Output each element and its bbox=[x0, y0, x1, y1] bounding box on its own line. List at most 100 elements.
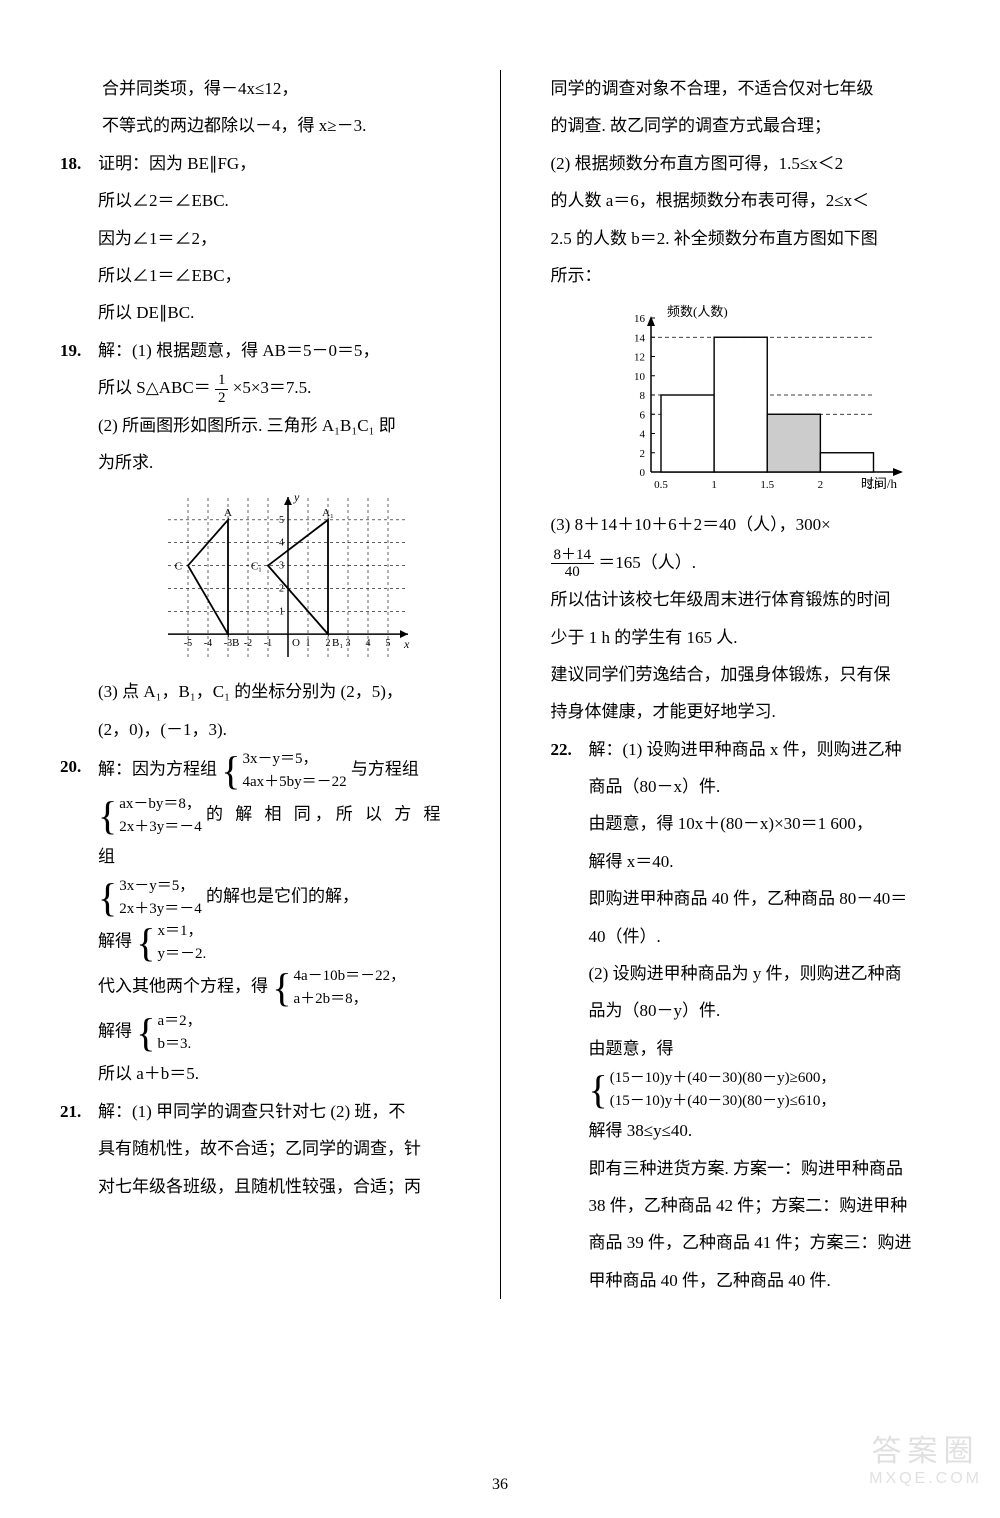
q21-p4: 所以估计该校七年级周末进行体育锻炼的时间 bbox=[551, 581, 941, 618]
svg-text:-5: -5 bbox=[184, 638, 192, 649]
q21-l2: 具有随机性，故不合适；乙同学的调查，针 bbox=[98, 1130, 450, 1167]
item-18-num: 18. bbox=[60, 145, 98, 332]
q21-p5: 少于 1 h 的学生有 165 人. bbox=[551, 619, 941, 656]
q19-p3b: 为所求. bbox=[98, 444, 450, 481]
svg-text:x: x bbox=[403, 637, 410, 651]
svg-text:1: 1 bbox=[279, 607, 284, 618]
svg-text:-3: -3 bbox=[224, 638, 232, 649]
item-21-num: 21. bbox=[60, 1093, 98, 1205]
frac-half: 1 2 bbox=[215, 372, 229, 406]
svg-text:10: 10 bbox=[634, 371, 646, 383]
svg-text:0: 0 bbox=[639, 467, 645, 479]
q20-l1-post: 与方程组 bbox=[351, 759, 419, 778]
svg-text:5: 5 bbox=[386, 638, 391, 649]
q21c-l5: 2.5 的人数 b＝2. 补全频数分布直方图如下图 bbox=[551, 220, 941, 257]
page: 合并同类项，得－4x≤12， 不等式的两边都除以－4，得 x≥－3. 18. 证… bbox=[0, 0, 1000, 1339]
q21-p3b: 8＋14 40 ＝165（人）. bbox=[551, 544, 941, 581]
q21-p3b-post: ＝165（人）. bbox=[598, 553, 696, 572]
q21-l3: 对七年级各班级，且随机性较强，合适；丙 bbox=[98, 1168, 450, 1205]
svg-text:8: 8 bbox=[639, 390, 645, 402]
q20-l7: 所以 a＋b＝5. bbox=[98, 1055, 450, 1092]
system-4: { x＝1， y＝－2. bbox=[136, 920, 206, 965]
svg-text:3: 3 bbox=[346, 638, 351, 649]
right-column: 同学的调查对象不合理，不适合仅对七年级 的调查. 故乙同学的调查方式最合理； (… bbox=[551, 70, 941, 1299]
q22-sys: { (15－10)y＋(40－30)(80－y)≥600， (15－10)y＋(… bbox=[589, 1067, 941, 1112]
svg-text:1.5: 1.5 bbox=[760, 479, 774, 491]
item-18: 18. 证明：因为 BE∥FG， 所以∠2＝∠EBC. 因为∠1＝∠2， 所以∠… bbox=[60, 145, 450, 332]
svg-text:16: 16 bbox=[634, 313, 646, 325]
watermark: 答案圈 MXQE.COM bbox=[869, 1426, 982, 1488]
svg-text:-4: -4 bbox=[204, 638, 212, 649]
svg-text:4: 4 bbox=[279, 538, 284, 549]
q22-a4: 解得 x＝40. bbox=[589, 843, 941, 880]
q18-l5: 所以 DE∥BC. bbox=[98, 294, 450, 331]
q22-a7: (2) 设购进甲种商品为 y 件，则购进乙种商 bbox=[589, 955, 941, 992]
q20-l5-pre: 代入其他两个方程，得 bbox=[98, 977, 268, 996]
q19-p2: 所以 S△ABC＝ 1 2 ×5×3＝7.5. bbox=[98, 369, 450, 406]
item-22: 22. 解：(1) 设购进甲种商品 x 件，则购进乙种 商品（80－x）件. 由… bbox=[551, 731, 941, 1299]
system-1: { 3x－y＝5， 4ax＋5by＝－22 bbox=[221, 748, 346, 793]
q18-l3: 因为∠1＝∠2， bbox=[98, 220, 450, 257]
q22-a5: 即购进甲种商品 40 件，乙种商品 80－40＝ bbox=[589, 880, 941, 917]
svg-text:6: 6 bbox=[639, 410, 645, 422]
system-6: { a＝2， b＝3. bbox=[136, 1010, 201, 1055]
q22-a2: 商品（80－x）件. bbox=[589, 768, 941, 805]
item-20-num: 20. bbox=[60, 748, 98, 1093]
q22-b4: 商品 39 件，乙种商品 41 件；方案三：购进 bbox=[589, 1224, 941, 1261]
q20-l6-pre: 解得 bbox=[98, 1022, 132, 1041]
q21-l1: 解：(1) 甲同学的调查只针对七 (2) 班，不 bbox=[98, 1093, 450, 1130]
q20-l1: 解：因为方程组 { 3x－y＝5， 4ax＋5by＝－22 与方程组 bbox=[98, 748, 450, 793]
q21c-l3: (2) 根据频数分布直方图可得，1.5≤x＜2 bbox=[551, 145, 941, 182]
svg-text:1: 1 bbox=[711, 479, 717, 491]
coordinate-graph: -5-4-3-2-11234512345OxyABCA₁B₁C₁ bbox=[158, 487, 450, 667]
watermark-line2: MXQE.COM bbox=[869, 1470, 982, 1488]
svg-text:y: y bbox=[293, 490, 300, 504]
watermark-line1: 答案圈 bbox=[869, 1426, 982, 1470]
svg-text:A: A bbox=[224, 507, 232, 519]
pre-line-1: 合并同类项，得－4x≤12， bbox=[60, 70, 450, 107]
q20-l5: 代入其他两个方程，得 { 4a－10b＝－22， a＋2b＝8， bbox=[98, 965, 450, 1010]
q18-l4: 所以∠1＝∠EBC， bbox=[98, 257, 450, 294]
q22-a3: 由题意，得 10x＋(80－x)×30＝1 600， bbox=[589, 805, 941, 842]
pre-line-2: 不等式的两边都除以－4，得 x≥－3. bbox=[60, 107, 450, 144]
page-number: 36 bbox=[0, 1476, 1000, 1494]
q22-a6: 40（件）. bbox=[589, 918, 941, 955]
q19-p2-pre: 所以 S△ABC＝ bbox=[98, 378, 211, 397]
q22-a8: 品为（80－y）件. bbox=[589, 992, 941, 1029]
svg-text:14: 14 bbox=[634, 333, 646, 345]
q21c-l4: 的人数 a＝6，根据频数分布表可得，2≤x＜ bbox=[551, 182, 941, 219]
frac-165: 8＋14 40 bbox=[551, 547, 595, 581]
svg-text:1: 1 bbox=[306, 638, 311, 649]
q22-b2: 即有三种进货方案. 方案一：购进甲种商品 bbox=[589, 1150, 941, 1187]
svg-text:-1: -1 bbox=[264, 638, 272, 649]
q22-a9: 由题意，得 bbox=[589, 1030, 941, 1067]
svg-text:4: 4 bbox=[366, 638, 371, 649]
q22-b5: 甲种商品 40 件，乙种商品 40 件. bbox=[589, 1262, 941, 1299]
svg-text:2: 2 bbox=[326, 638, 331, 649]
svg-text:2: 2 bbox=[279, 584, 284, 595]
q21-p7: 持身体健康，才能更好地学习. bbox=[551, 693, 941, 730]
system-2: { ax－by＝8， 2x＋3y＝－4 bbox=[98, 793, 202, 838]
svg-text:A₁: A₁ bbox=[322, 507, 334, 519]
q21-p6: 建议同学们劳逸结合，加强身体锻炼，只有保 bbox=[551, 656, 941, 693]
q21-p3a: (3) 8＋14＋10＋6＋2＝40（人），300× bbox=[551, 506, 941, 543]
q19-p1: 解：(1) 根据题意，得 AB＝5－0＝5， bbox=[98, 332, 450, 369]
svg-text:4: 4 bbox=[639, 429, 645, 441]
q19-p4a: (3) 点 A₁，B₁，C₁ 的坐标分别为 (2，5)， bbox=[98, 673, 450, 710]
svg-text:C₁: C₁ bbox=[251, 561, 262, 573]
q18-l2: 所以∠2＝∠EBC. bbox=[98, 182, 450, 219]
q20-l1-pre: 解：因为方程组 bbox=[98, 759, 217, 778]
q20-l3: { 3x－y＝5， 2x＋3y＝－4 的解也是它们的解， bbox=[98, 875, 450, 920]
q18-l1: 证明：因为 BE∥FG， bbox=[98, 145, 450, 182]
svg-text:12: 12 bbox=[634, 352, 645, 364]
svg-text:-2: -2 bbox=[244, 638, 252, 649]
svg-text:3: 3 bbox=[279, 561, 284, 572]
q20-l3-post: 的解也是它们的解， bbox=[206, 887, 359, 906]
q19-p4b: (2，0)，(－1，3). bbox=[98, 711, 450, 748]
q22-b1: 解得 38≤y≤40. bbox=[589, 1112, 941, 1149]
q21c-l6: 所示： bbox=[551, 257, 941, 294]
q22-b3: 38 件，乙种商品 42 件；方案二：购进甲种 bbox=[589, 1187, 941, 1224]
q19-p3a: (2) 所画图形如图所示. 三角形 A₁B₁C₁ 即 bbox=[98, 407, 450, 444]
q22-a1: 解：(1) 设购进甲种商品 x 件，则购进乙种 bbox=[589, 731, 941, 768]
svg-text:2: 2 bbox=[639, 448, 645, 460]
